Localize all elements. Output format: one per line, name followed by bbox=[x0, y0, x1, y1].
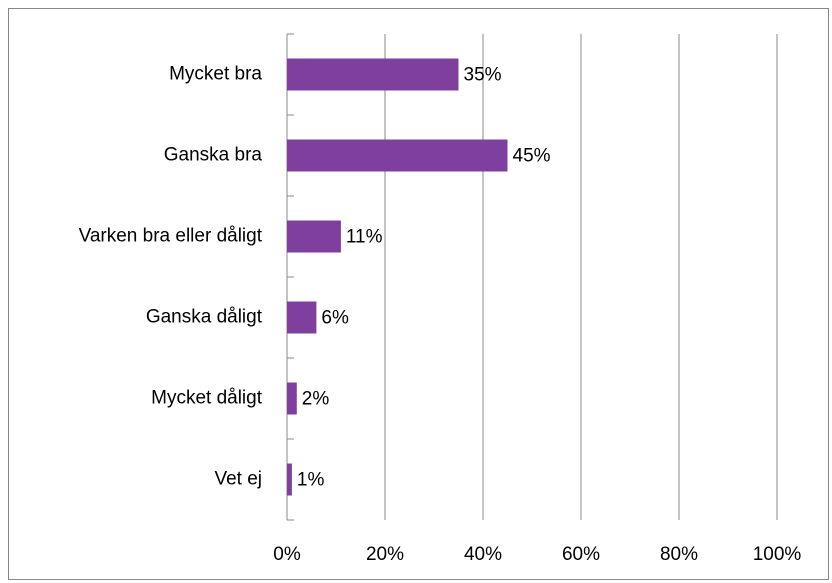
bar bbox=[287, 58, 459, 91]
bar bbox=[287, 382, 297, 415]
bar bbox=[287, 139, 508, 172]
value-label: 1% bbox=[297, 470, 325, 491]
y-tick-label: Ganska dåligt bbox=[146, 307, 263, 328]
x-tick-label: 40% bbox=[464, 544, 502, 565]
bar bbox=[287, 220, 341, 253]
x-tick-label: 60% bbox=[562, 544, 600, 565]
value-label: 45% bbox=[513, 146, 551, 167]
y-tick-label: Varken bra eller dåligt bbox=[79, 226, 263, 247]
value-label: 11% bbox=[346, 227, 383, 248]
y-tick-label: Mycket dåligt bbox=[151, 388, 263, 409]
x-tick-label: 100% bbox=[753, 544, 802, 565]
value-label: 35% bbox=[464, 65, 502, 86]
bar bbox=[287, 301, 317, 334]
chart-border bbox=[8, 8, 829, 580]
x-tick-label: 0% bbox=[273, 544, 301, 565]
y-tick-label: Vet ej bbox=[214, 469, 262, 490]
y-tick-label: Ganska bra bbox=[164, 145, 263, 166]
x-tick-label: 80% bbox=[660, 544, 698, 565]
x-tick-label: 20% bbox=[366, 544, 404, 565]
y-tick-label: Mycket bra bbox=[169, 64, 262, 85]
value-label: 2% bbox=[302, 389, 330, 410]
bar bbox=[287, 463, 292, 496]
value-label: 6% bbox=[321, 308, 349, 329]
